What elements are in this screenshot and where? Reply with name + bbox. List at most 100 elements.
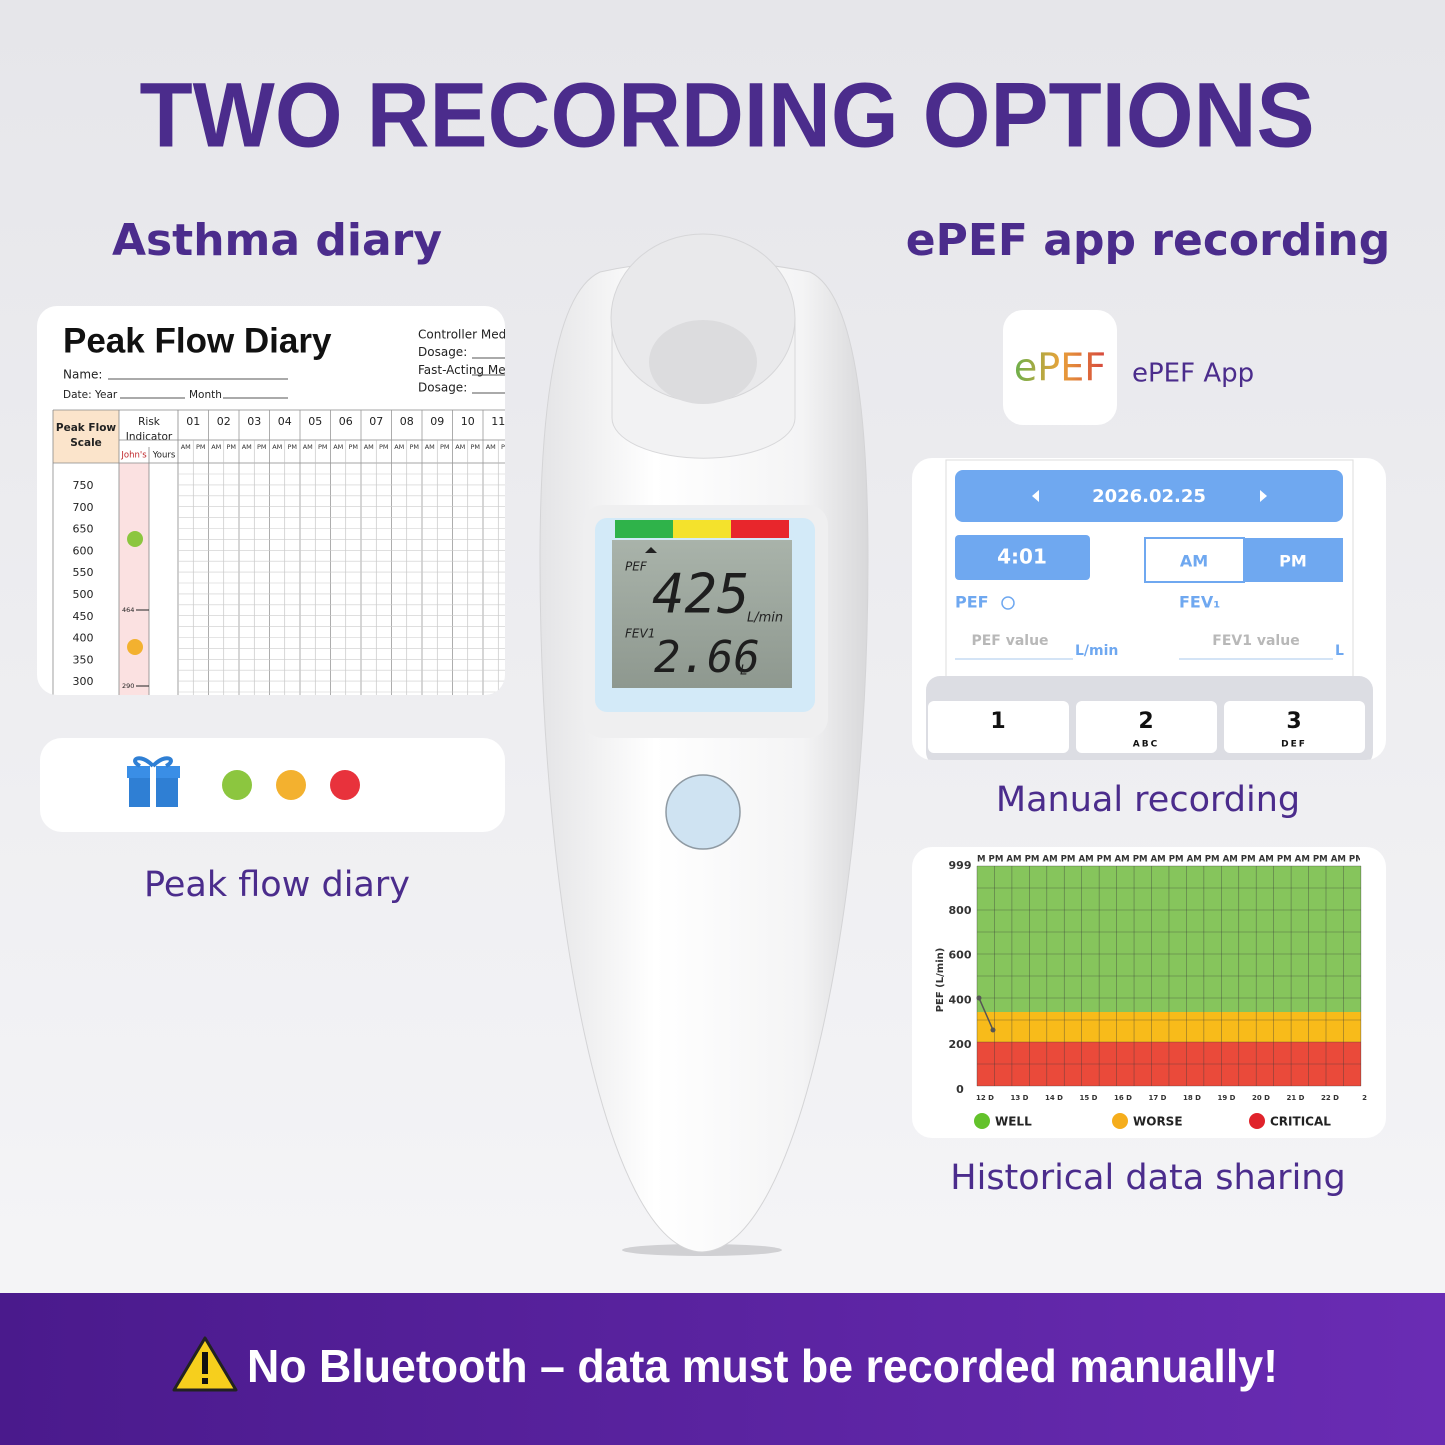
scale-label: 500	[73, 588, 94, 601]
month-label: Month	[189, 389, 222, 401]
history-y-tick: 200	[949, 1038, 972, 1051]
med-label: Controller Medi	[418, 328, 510, 342]
am-label: AM	[394, 443, 404, 451]
pm-label: PM	[196, 443, 206, 451]
history-day: 19 D	[1218, 1094, 1236, 1102]
scale-label: 600	[73, 544, 94, 557]
diary: Peak Flow Diary Name: Date: Year Month C…	[52, 321, 513, 695]
history-day: 17 D	[1149, 1094, 1167, 1102]
history-y-label: PEF (L/min)	[935, 948, 946, 1013]
legend-label: WORSE	[1133, 1115, 1183, 1129]
pm-label: PM	[1279, 552, 1307, 571]
diary-title: Peak Flow Diary	[63, 321, 332, 360]
scale-label: 450	[73, 610, 94, 623]
history-y-tick: 400	[949, 993, 972, 1006]
legend-dot	[974, 1113, 990, 1129]
time-box[interactable]	[955, 535, 1090, 580]
am-label: AM	[486, 443, 496, 451]
risk-header: Indicator	[126, 431, 173, 443]
history-line	[978, 997, 994, 1031]
med-label: Dosage:	[418, 345, 467, 359]
help-icon[interactable]	[1001, 596, 1015, 610]
day-label: 09	[430, 415, 444, 428]
key-digit: 1	[990, 709, 1005, 734]
marker-label: 290	[122, 682, 134, 690]
lcd-fev1: 2.66	[654, 632, 760, 683]
lcd-pef-unit: L/min	[747, 611, 783, 626]
lcd-pef-label: PEF	[625, 560, 648, 574]
scale-label: 300	[73, 675, 94, 688]
day-label: 02	[217, 415, 231, 428]
lcd-pef: 425	[652, 563, 750, 626]
history-day: 12 D	[976, 1094, 994, 1102]
key-digit: 3	[1286, 709, 1301, 734]
scale-label: 650	[73, 523, 94, 536]
scale-label: 400	[73, 632, 94, 645]
history-day: 14 D	[1045, 1094, 1063, 1102]
scale-header: Scale	[70, 437, 102, 449]
manual-screen: 2026.02.25 4:01 AM PM PEF FEV₁ PEF value…	[926, 459, 1373, 760]
legend-label: CRITICAL	[1270, 1115, 1331, 1129]
left-heading: Asthma diary	[112, 215, 442, 266]
key-letters: DEF	[1281, 740, 1307, 750]
pef-label: PEF	[955, 593, 989, 612]
am-label: AM	[272, 443, 282, 451]
yours-label: Yours	[152, 451, 176, 461]
mouthpiece-hole	[649, 320, 757, 404]
am-label: AM	[425, 443, 435, 451]
scale-label: 550	[73, 566, 94, 579]
key[interactable]	[1224, 701, 1365, 753]
pm-toggle[interactable]	[1244, 538, 1343, 582]
name-label: Name:	[63, 368, 102, 382]
fev1-input[interactable]: FEV1 value	[1212, 633, 1299, 649]
pm-label: PM	[409, 443, 419, 451]
am-label: AM	[181, 443, 191, 451]
day-label: 06	[339, 415, 353, 428]
scale-header-bg	[53, 410, 119, 463]
day-label: 07	[369, 415, 383, 428]
gift-icon	[127, 756, 180, 807]
pm-label: PM	[257, 443, 267, 451]
pm-label: PM	[226, 443, 236, 451]
pm-label: PM	[501, 443, 511, 451]
risk-header: Risk	[138, 416, 161, 428]
lcd-yellow	[673, 520, 731, 538]
med-label: Fast-Acting Med	[418, 363, 513, 377]
manual-caption: Manual recording	[996, 780, 1300, 820]
key[interactable]	[928, 701, 1069, 753]
diary-card	[37, 306, 505, 695]
history-point	[976, 995, 982, 1001]
am-label: AM	[242, 443, 252, 451]
day-label: 11	[491, 415, 505, 428]
pm-label: PM	[348, 443, 358, 451]
key-digit: 2	[1138, 709, 1153, 734]
am-label: AM	[333, 443, 343, 451]
lcd-red	[731, 520, 789, 538]
left-caption: Peak flow diary	[144, 865, 410, 905]
pef-unit: L/min	[1075, 643, 1118, 659]
history-day: 20 D	[1252, 1094, 1270, 1102]
ampm-header: M PM AM PM AM PM AM PM AM PM AM PM AM PM…	[977, 855, 1418, 865]
key[interactable]	[1076, 701, 1217, 753]
history-day: 18 D	[1183, 1094, 1201, 1102]
history-y-tick: 0	[956, 1083, 964, 1096]
fev1-unit: L	[1335, 643, 1344, 659]
lcd-screen	[612, 540, 792, 688]
am-label: AM	[455, 443, 465, 451]
banner-text: No Bluetooth – data must be recorded man…	[247, 1340, 1278, 1392]
legend-dot	[1112, 1113, 1128, 1129]
history-y-tick: 800	[949, 904, 972, 917]
red-dot	[330, 770, 360, 800]
pef-input[interactable]: PEF value	[971, 633, 1048, 649]
device-button[interactable]	[665, 774, 741, 850]
am-label: AM	[364, 443, 374, 451]
fev1-label: FEV₁	[1179, 593, 1220, 612]
johns-label: John's	[120, 451, 147, 461]
history-day: 21 D	[1287, 1094, 1305, 1102]
history-day: 2	[1362, 1094, 1367, 1102]
app-name: ePEF App	[1132, 359, 1254, 389]
day-label: 05	[308, 415, 322, 428]
legend-card	[40, 738, 505, 832]
main-title: TWO RECORDING OPTIONS	[140, 64, 1315, 166]
